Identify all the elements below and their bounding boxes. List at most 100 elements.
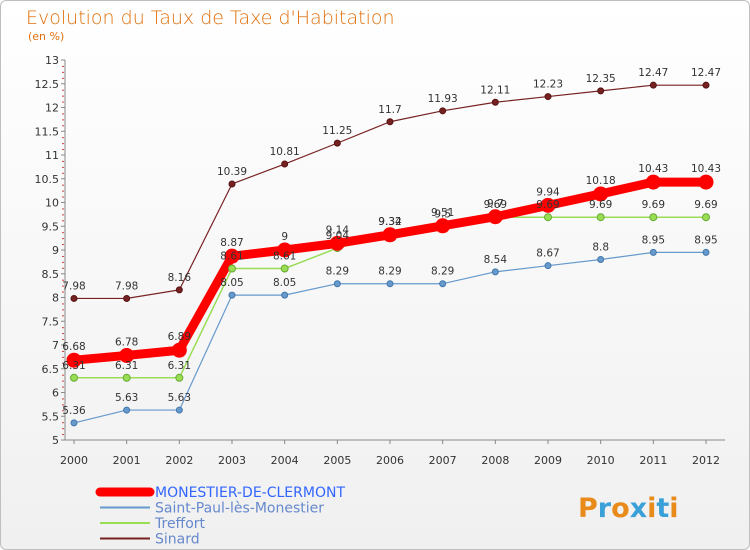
y-tick-label: 5.5 (42, 410, 60, 423)
data-label: 12.23 (533, 79, 563, 91)
data-point (544, 93, 552, 101)
y-minor-tick (62, 434, 64, 436)
data-label: 12.47 (691, 67, 721, 79)
data-label: 6.78 (115, 336, 138, 348)
data-point (70, 419, 78, 427)
data-point (544, 213, 552, 222)
y-tick-label: 8 (52, 292, 59, 305)
data-label: 9.69 (694, 199, 717, 211)
data-label: 10.81 (270, 146, 300, 158)
y-minor-tick (62, 238, 64, 240)
logo-letter: P (578, 493, 598, 524)
data-label: 8.16 (168, 272, 192, 284)
logo-letter: o (611, 493, 630, 524)
y-minor-tick (62, 172, 64, 174)
data-label: 8.29 (431, 266, 454, 278)
series-lines (69, 84, 711, 424)
data-point (228, 180, 236, 188)
data-point (281, 160, 289, 168)
y-minor-tick (62, 380, 64, 382)
y-tick-label: 12.5 (35, 78, 60, 91)
y-tick-label: 7 (52, 339, 59, 352)
y-minor-tick (62, 315, 64, 317)
data-label: 8.67 (536, 248, 559, 260)
data-point (382, 227, 398, 243)
data-point (171, 342, 187, 358)
y-tick-label: 10 (45, 197, 59, 210)
y-minor-tick (62, 386, 64, 388)
data-label: 10.39 (217, 166, 247, 178)
data-point (70, 294, 78, 302)
data-label: 6.89 (168, 331, 191, 343)
data-point (645, 174, 661, 190)
data-point (175, 406, 183, 414)
data-point (280, 264, 289, 273)
data-point (435, 218, 451, 234)
y-tick-label: 7.5 (42, 315, 60, 328)
y-minor-tick (62, 309, 64, 311)
y-minor-tick (62, 333, 64, 335)
data-label: 9.5 (434, 208, 451, 220)
logo-letter: t (656, 493, 669, 524)
legend-label: Treffort (154, 516, 206, 532)
data-point (540, 197, 556, 213)
y-minor-tick (62, 291, 64, 293)
data-point (281, 291, 289, 299)
y-minor-tick (62, 184, 64, 186)
data-label: 9.14 (326, 224, 350, 236)
x-tick-label: 2008 (481, 454, 509, 467)
x-tick-label: 2012 (692, 454, 720, 467)
data-point (544, 262, 552, 270)
data-label: 12.11 (480, 84, 510, 96)
y-minor-tick (62, 220, 64, 222)
x-tick-label: 2006 (376, 454, 404, 467)
y-minor-tick (62, 398, 64, 400)
x-tick-label: 2002 (165, 454, 193, 467)
data-point (491, 98, 499, 106)
data-point (702, 248, 710, 256)
x-tick-label: 2010 (587, 454, 615, 467)
data-point (597, 256, 605, 263)
y-minor-tick (62, 404, 64, 406)
y-minor-tick (62, 119, 64, 121)
y-minor-tick (62, 327, 64, 329)
y-minor-tick (62, 428, 64, 430)
data-point (119, 347, 135, 363)
data-point (175, 286, 183, 294)
y-minor-tick (62, 303, 64, 305)
y-minor-tick (62, 65, 64, 67)
data-point (386, 280, 394, 288)
y-minor-tick (62, 208, 64, 210)
data-label: 9.34 (378, 216, 402, 228)
data-point (649, 213, 658, 222)
y-minor-tick (62, 214, 64, 216)
y-tick-label: 11.5 (35, 125, 60, 138)
data-label: 9.7 (487, 198, 504, 210)
y-minor-tick (62, 255, 64, 257)
y-tick-label: 9 (52, 244, 59, 257)
y-minor-tick (62, 410, 64, 412)
data-point (439, 280, 447, 288)
data-point (698, 174, 714, 190)
y-minor-tick (62, 244, 64, 246)
x-tick-label: 2004 (271, 454, 299, 467)
data-label: 9.69 (536, 199, 559, 211)
y-tick-label: 9.5 (42, 220, 60, 233)
data-point (228, 264, 236, 273)
y-minor-tick (62, 89, 64, 91)
data-point (122, 373, 131, 382)
data-label: 5.63 (168, 392, 191, 404)
y-minor-tick (62, 261, 64, 263)
y-tick-label: 10.5 (35, 173, 60, 186)
y-minor-tick (62, 113, 64, 115)
data-label: 6.31 (115, 360, 138, 372)
y-minor-tick (62, 143, 64, 145)
data-label: 8.87 (220, 237, 243, 249)
chart-subtitle: (en %) (28, 30, 64, 43)
data-label: 8.05 (273, 277, 296, 289)
y-minor-tick (62, 362, 64, 364)
y-tick-label: 6 (52, 387, 59, 400)
y-minor-tick (62, 95, 64, 97)
